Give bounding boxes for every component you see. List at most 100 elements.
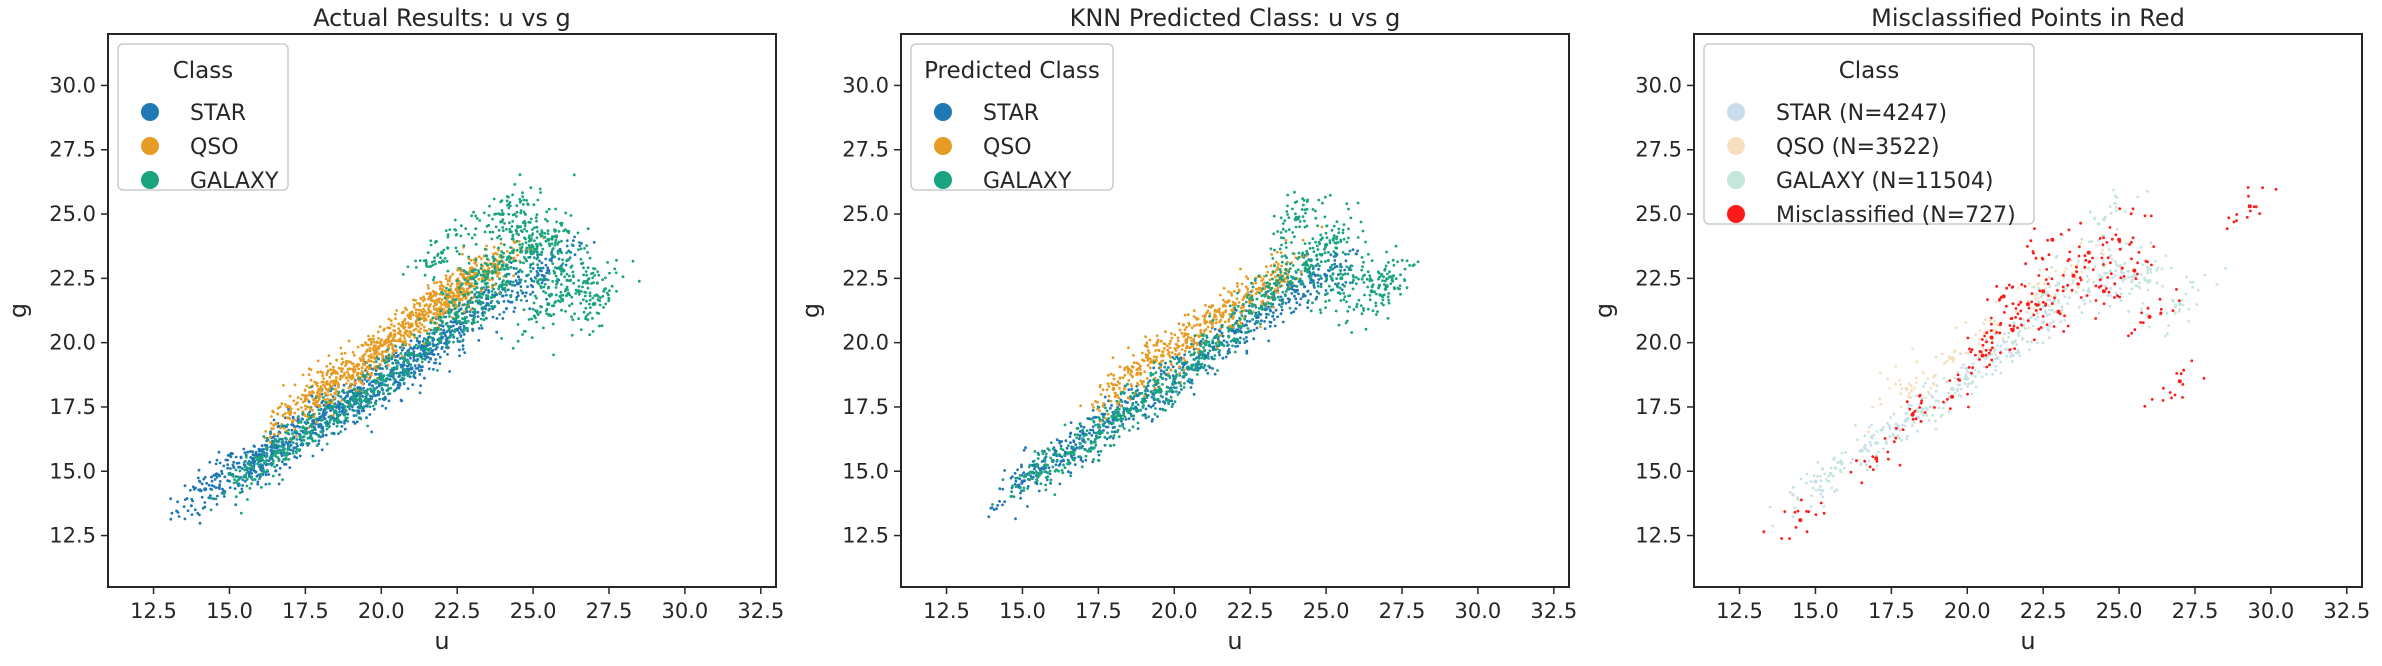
scatter-texture-point [1067,470,1070,474]
scatter-texture-point [281,445,285,448]
scatter-texture-point [1099,449,1103,453]
scatter-texture-point [591,271,595,275]
scatter-texture-point [285,453,289,457]
scatter-texture-point [414,266,418,269]
scatter-texture-point [353,396,356,400]
scatter-texture-point [354,382,357,385]
scatter-texture-point [420,369,424,372]
scatter-texture-point [183,498,187,501]
scatter-texture-point [1105,388,1109,392]
scatter-texture-point [363,363,367,367]
scatter-texture-point [475,299,479,303]
scatter-texture-point [409,339,413,343]
scatter-texture-point [483,282,487,285]
scatter-texture-point [390,323,393,326]
scatter-texture-point [1211,348,1215,352]
scatter-texture-point [479,273,483,277]
scatter-texture-point [1264,265,1268,269]
scatter-texture-point [476,315,480,318]
scatter-texture-point [543,283,547,286]
scatter-texture-point [229,467,232,470]
scatter-texture-point [475,217,479,220]
scatter-texture-point [417,353,421,356]
scatter-texture-point [554,286,558,289]
scatter-texture-point [421,339,425,343]
scatter-texture-point [564,263,568,267]
scatter-texture-point [1102,429,1105,432]
scatter-texture-point [251,450,255,454]
scatter-texture-point [218,480,222,483]
scatter-texture-point [512,266,516,270]
scatter-texture-point [484,254,488,258]
scatter-texture-point [386,388,390,392]
scatter-texture-point [436,352,440,356]
scatter-texture-point [512,310,516,313]
scatter-texture-point [267,462,271,466]
scatter-texture-point [499,253,503,257]
scatter-texture-point [455,291,459,294]
scatter-texture-point [359,417,363,421]
scatter-texture-point [336,372,339,375]
scatter-texture-point [486,285,489,289]
scatter-texture-point [463,316,467,320]
scatter-texture-point [441,312,445,316]
scatter-texture-point [399,324,403,327]
scatter-texture-point [547,272,551,275]
scatter-texture-point [369,342,373,346]
scatter-texture-point [1085,429,1089,433]
scatter-texture-point [297,432,301,436]
scatter-texture-point [473,273,477,276]
scatter-texture-point [330,384,334,388]
scatter-texture-point [458,298,462,301]
scatter-texture-point [1221,313,1225,317]
scatter-texture-point [491,315,495,319]
scatter-texture-point [1299,270,1303,274]
scatter-texture-point [1110,430,1114,434]
scatter-texture-point [194,486,198,490]
scatter-point [288,410,293,415]
scatter-texture-point [379,373,383,376]
scatter-texture-point [1156,397,1160,401]
scatter-texture-point [588,256,592,260]
scatter-texture-point [264,455,268,459]
scatter-texture-point [1200,356,1204,360]
scatter-texture-point [309,436,313,439]
scatter-texture-point [522,261,525,265]
scatter-texture-point [553,301,557,304]
scatter-texture-point [453,218,457,222]
scatter-texture-point [486,275,490,279]
scatter-texture-point [312,428,315,432]
scatter-texture-point [1117,435,1121,438]
scatter-texture-point [584,270,588,273]
scatter-texture-point [539,286,543,290]
scatter-texture-point [497,248,500,252]
scatter-texture-point [317,387,321,391]
scatter-texture-point [462,303,465,307]
scatter-texture-point [418,364,421,368]
scatter-texture-point [300,406,303,409]
scatter-texture-point [1227,317,1231,321]
scatter-texture-point [323,391,327,395]
scatter-texture-point [276,434,279,438]
scatter-texture-point [1250,289,1254,293]
scatter-texture-point [343,421,346,425]
scatter-texture-point [1165,385,1169,389]
scatter-texture-point [1097,453,1101,457]
scatter-point [373,350,378,355]
scatter-texture-point [409,363,413,367]
scatter-texture-point [494,225,498,229]
scatter-texture-point [388,326,392,330]
scatter-texture-point [1078,455,1082,458]
scatter-texture-point [557,230,561,233]
scatter-texture-point [1149,390,1153,394]
scatter-texture-point [544,291,548,295]
scatter-texture-point [402,356,406,360]
scatter-texture-point [531,285,535,289]
scatter-texture-point [1245,336,1248,339]
scatter-texture-point [312,415,316,419]
scatter-texture-point [1303,294,1307,298]
scatter-texture-point [238,469,242,473]
scatter-point [546,302,551,307]
scatter-texture-point [307,386,311,389]
scatter-texture-point [245,484,249,488]
